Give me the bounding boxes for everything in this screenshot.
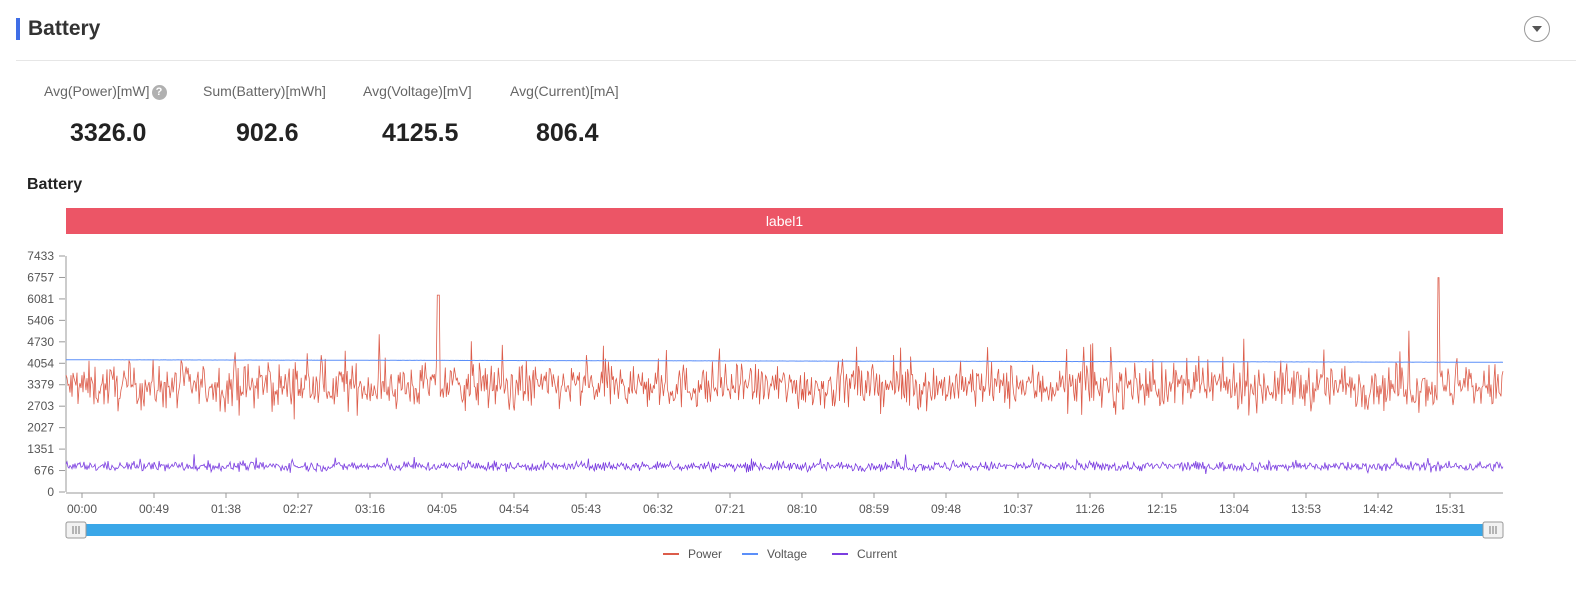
y-tick-label: 2703 — [27, 399, 54, 413]
x-tick-label: 06:32 — [643, 502, 673, 516]
x-tick-label: 04:05 — [427, 502, 457, 516]
x-tick-label: 08:59 — [859, 502, 889, 516]
panel-header: Battery — [16, 14, 1576, 61]
stat-value: 4125.5 — [382, 119, 459, 147]
series-current-line[interactable] — [65, 454, 1504, 475]
battery-chart: 0 676 1351 2027 2703 3379 4054 4730 5406 6081 6757… — [27, 249, 1504, 561]
stat-label: Sum(Battery)[mWh] — [203, 83, 326, 99]
x-tick-label: 10:37 — [1003, 502, 1033, 516]
series-layer — [65, 277, 1504, 475]
stat-label: Avg(Current)[mA] — [510, 83, 619, 99]
y-tick-label: 676 — [34, 464, 54, 478]
legend-label: Power — [688, 547, 722, 561]
x-tick-label: 14:42 — [1363, 502, 1393, 516]
legend-item-current[interactable]: Current — [832, 547, 898, 561]
slider-left-handle[interactable] — [65, 521, 87, 539]
title-accent-bar — [16, 18, 20, 40]
series-voltage-line[interactable] — [65, 359, 1503, 363]
help-icon[interactable]: ? — [151, 85, 167, 100]
x-tick-label: 01:38 — [211, 502, 241, 516]
stat-avg-power: Avg(Power)[mW]? 3326.0 — [44, 83, 167, 147]
stat-sum-battery: Sum(Battery)[mWh] 902.6 — [203, 83, 326, 147]
y-tick-label: 1351 — [27, 442, 54, 456]
y-tick-label: 4730 — [27, 335, 54, 349]
y-tick-label: 0 — [47, 485, 54, 499]
x-tick-label: 08:10 — [787, 502, 817, 516]
x-tick-label: 07:21 — [715, 502, 745, 516]
x-tick-label: 00:49 — [139, 502, 169, 516]
stat-avg-current: Avg(Current)[mA] 806.4 — [510, 83, 619, 147]
y-tick-label: 3379 — [27, 378, 54, 392]
x-tick-label: 04:54 — [499, 502, 529, 516]
panel-title: Battery — [28, 17, 101, 40]
stat-value: 902.6 — [236, 119, 299, 147]
stat-value: 3326.0 — [70, 119, 147, 147]
zoom-slider — [65, 521, 1504, 539]
x-tick-label: 13:04 — [1219, 502, 1249, 516]
x-tick-label: 02:27 — [283, 502, 313, 516]
slider-right-handle[interactable] — [1482, 521, 1504, 539]
x-tick-label: 13:53 — [1291, 502, 1321, 516]
y-tick-label: 2027 — [27, 421, 54, 435]
chevron-down-icon — [1532, 26, 1542, 32]
stat-label: Avg(Power)[mW] — [44, 83, 150, 99]
x-tick-label: 00:00 — [67, 502, 97, 516]
x-tick-label: 05:43 — [571, 502, 601, 516]
x-tick-label: 15:31 — [1435, 502, 1465, 516]
legend-item-voltage[interactable]: Voltage — [742, 547, 807, 561]
legend-item-power[interactable]: Power — [663, 547, 722, 561]
slider-range-bar[interactable] — [76, 524, 1493, 536]
stat-label: Avg(Voltage)[mV] — [363, 83, 472, 99]
series-power-line[interactable] — [65, 277, 1504, 420]
y-tick-label: 5406 — [27, 313, 54, 327]
collapse-button[interactable] — [1524, 16, 1550, 42]
legend-label: Voltage — [767, 547, 807, 561]
legend: Power Voltage Current — [663, 547, 898, 561]
label-band[interactable]: label1 — [66, 208, 1503, 234]
y-tick-label: 6757 — [27, 270, 54, 284]
y-axis: 0 676 1351 2027 2703 3379 4054 4730 5406 6081 6757… — [27, 249, 65, 499]
x-axis: 00:00 00:49 01:38 02:27 03:16 04:05 04:54 05:43… — [66, 492, 1503, 516]
y-tick-label: 4054 — [27, 356, 54, 370]
y-tick-label: 6081 — [27, 292, 54, 306]
y-tick-label: 7433 — [27, 249, 54, 263]
legend-label: Current — [857, 547, 898, 561]
chart-title: Battery — [27, 176, 83, 193]
x-tick-label: 03:16 — [355, 502, 385, 516]
x-tick-label: 11:26 — [1075, 502, 1104, 516]
stat-value: 806.4 — [536, 119, 599, 147]
x-tick-label: 12:15 — [1147, 502, 1177, 516]
x-tick-label: 09:48 — [931, 502, 961, 516]
stat-avg-voltage: Avg(Voltage)[mV] 4125.5 — [363, 83, 472, 147]
